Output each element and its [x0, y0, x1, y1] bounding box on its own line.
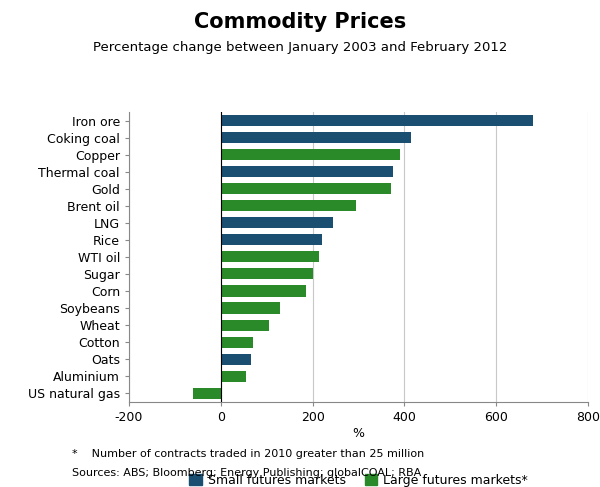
Bar [221, 115, 533, 126]
Bar [221, 371, 246, 382]
Bar [221, 302, 280, 314]
Bar [221, 149, 400, 160]
Bar [221, 234, 322, 245]
X-axis label: %: % [353, 427, 365, 440]
Bar [221, 166, 393, 177]
Text: Commodity Prices: Commodity Prices [194, 12, 406, 32]
Bar [221, 268, 313, 280]
Bar [221, 217, 333, 228]
Bar [221, 251, 319, 262]
Bar [221, 132, 411, 143]
Text: Percentage change between January 2003 and February 2012: Percentage change between January 2003 a… [93, 41, 507, 55]
Bar [221, 319, 269, 331]
Bar [221, 285, 306, 297]
Bar [193, 388, 221, 399]
Text: Sources: ABS; Bloomberg; Energy Publishing; globalCOAL; RBA: Sources: ABS; Bloomberg; Energy Publishi… [72, 468, 421, 479]
Legend: Small futures markets, Large futures markets*: Small futures markets, Large futures mar… [184, 469, 533, 487]
Bar [221, 354, 251, 365]
Bar [221, 183, 391, 194]
Bar [221, 200, 356, 211]
Text: *    Number of contracts traded in 2010 greater than 25 million: * Number of contracts traded in 2010 gre… [72, 449, 424, 459]
Bar [221, 337, 253, 348]
